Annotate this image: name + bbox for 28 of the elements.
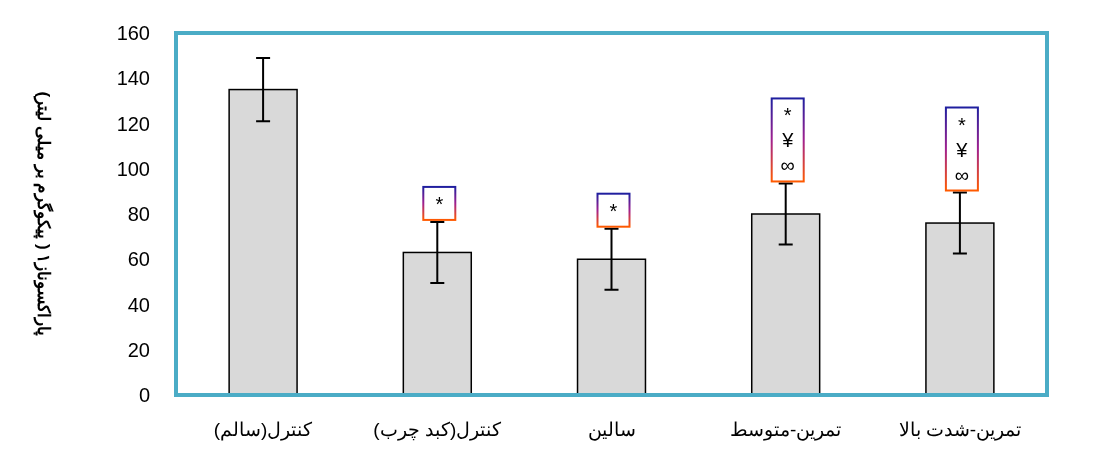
annotation: * ¥ ∞ (954, 113, 970, 186)
x-tick-label: کنترل(سالم) (213, 419, 314, 441)
y-tick-label: 40 (127, 293, 150, 316)
y-tick-label: 140 (116, 67, 150, 90)
annotation: * ¥ ∞ (780, 104, 795, 177)
y-tick-label: 20 (127, 338, 150, 361)
x-tick-label: تمرین-شدت بالا (898, 419, 1022, 441)
y-axis-title: پاراکسوناز۱ ( پیکوگرم بر میلی لیتر) (33, 91, 54, 337)
bar (925, 222, 995, 396)
annotation: * (435, 192, 444, 215)
annotation-box: * (422, 185, 457, 221)
annotation-box: * ¥ ∞ (770, 97, 805, 183)
y-tick-label: 80 (127, 203, 150, 225)
annotation-box: * ¥ ∞ (944, 106, 979, 192)
y-tick-label: 60 (127, 248, 150, 271)
bar (402, 251, 473, 396)
y-tick-label: 120 (116, 112, 150, 135)
annotation: * (609, 199, 618, 222)
bar (228, 88, 298, 396)
x-tick-label: تمرین-متوسط (730, 419, 842, 441)
y-tick-label: 160 (116, 22, 150, 44)
x-tick-label: کنترل(کبد چرب) (373, 419, 503, 441)
bar (576, 258, 647, 396)
y-tick-label: 0 (138, 384, 150, 406)
annotation-box: * (596, 192, 631, 228)
x-tick-label: سالین (587, 419, 636, 441)
y-tick-label: 100 (116, 157, 150, 180)
bar (750, 213, 821, 396)
